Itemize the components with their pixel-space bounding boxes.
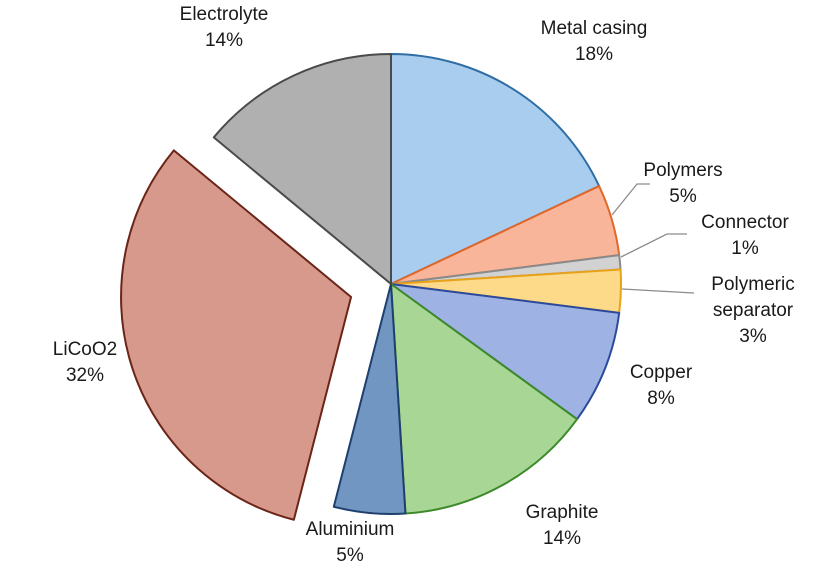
slice-percent-graphite: 14% — [543, 528, 581, 549]
pie-slice-metal-casing — [390, 53, 601, 285]
slice-percent-licoo2: 32% — [66, 365, 104, 386]
slice-label-aluminium: Aluminium 5% — [306, 519, 395, 566]
slice-name-electrolyte: Electrolyte — [180, 4, 269, 25]
slice-name-metal-casing: Metal casing — [541, 18, 648, 39]
slice-label-polymeric-separator: Polymeric separator 3% — [711, 274, 794, 347]
slice-name-connector: Connector — [701, 212, 789, 233]
slice-percent-connector: 1% — [731, 238, 759, 259]
slice-percent-metal-casing: 18% — [575, 44, 613, 65]
slice-name-polymers: Polymers — [643, 160, 722, 181]
slices-group — [120, 53, 622, 521]
slice-percent-polymeric-separator: 3% — [739, 326, 767, 347]
slice-name-licoo2: LiCoO2 — [53, 339, 117, 360]
leader-line-connector — [620, 233, 687, 258]
labels-group: Metal casing 18%Polymers 5%Connector 1%Poly… — [53, 4, 795, 566]
slice-label-polymers: Polymers 5% — [643, 160, 722, 207]
slice-name-graphite: Graphite — [526, 502, 599, 523]
slice-name-aluminium: Aluminium — [306, 519, 395, 540]
pie-slice-licoo2 — [120, 149, 353, 521]
pie-slice-copper — [390, 283, 621, 421]
pie-slice-aluminium — [332, 283, 407, 515]
slice-label-graphite: Graphite 14% — [526, 502, 599, 549]
slice-percent-copper: 8% — [647, 388, 675, 409]
slice-percent-aluminium: 5% — [336, 545, 364, 566]
slice-label-metal-casing: Metal casing 18% — [541, 18, 648, 65]
slice-percent-polymers: 5% — [669, 186, 697, 207]
slice-label-copper: Copper 8% — [630, 362, 693, 409]
leader-line-polymeric-separator — [621, 288, 695, 294]
slice-name-polymeric-separator: separator — [713, 300, 794, 321]
slice-percent-electrolyte: 14% — [205, 30, 243, 51]
slice-label-electrolyte: Electrolyte 14% — [180, 4, 269, 51]
pie-slice-electrolyte — [212, 53, 392, 285]
slice-name-copper: Copper — [630, 362, 693, 383]
leader-line-polymers — [611, 183, 650, 216]
slice-label-connector: Connector 1% — [701, 212, 789, 259]
pie-slice-graphite — [390, 283, 579, 515]
slice-label-licoo2: LiCoO2 32% — [53, 339, 117, 386]
leader-lines-group — [611, 183, 695, 294]
slice-name-polymeric-separator: Polymeric — [711, 274, 794, 295]
